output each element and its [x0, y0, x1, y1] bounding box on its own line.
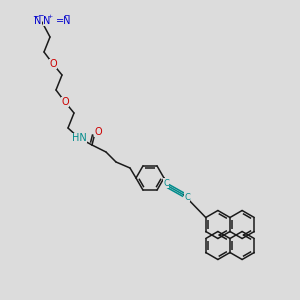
Text: O: O	[94, 127, 102, 137]
Text: −: −	[63, 11, 69, 20]
Text: HN: HN	[72, 133, 86, 143]
Text: −: −	[37, 11, 43, 20]
Text: O: O	[49, 59, 57, 69]
Text: =N: =N	[56, 16, 71, 26]
Text: N: N	[34, 16, 42, 26]
Text: C: C	[184, 193, 190, 202]
Text: N: N	[43, 16, 51, 26]
Text: +: +	[47, 14, 52, 19]
Text: −: −	[32, 13, 38, 22]
Text: C: C	[163, 178, 169, 188]
Text: O: O	[61, 97, 69, 107]
